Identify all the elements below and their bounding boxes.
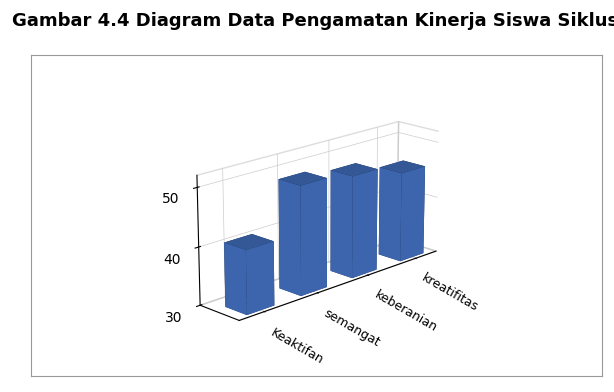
Text: Gambar 4.4 Diagram Data Pengamatan Kinerja Siswa Siklus I: Gambar 4.4 Diagram Data Pengamatan Kiner… [12, 12, 614, 30]
